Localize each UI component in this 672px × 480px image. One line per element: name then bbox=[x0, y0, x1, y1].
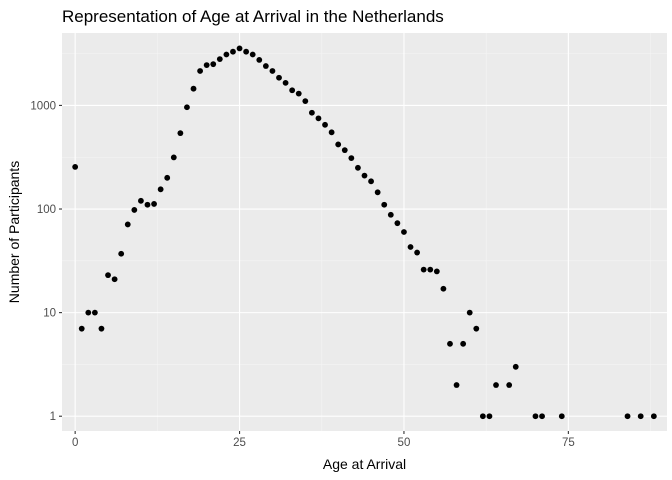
data-point bbox=[98, 325, 105, 332]
chart-title: Representation of Age at Arrival in the … bbox=[62, 7, 444, 26]
data-point bbox=[256, 56, 263, 63]
y-tick-label: 100 bbox=[37, 204, 56, 216]
data-point bbox=[433, 268, 440, 275]
data-point bbox=[203, 62, 210, 68]
data-point bbox=[401, 229, 407, 235]
data-point bbox=[466, 309, 473, 316]
data-point bbox=[453, 382, 460, 388]
x-tick-label: 50 bbox=[398, 437, 411, 449]
data-point bbox=[624, 413, 631, 420]
x-tick-label: 0 bbox=[72, 437, 78, 449]
data-point bbox=[335, 141, 342, 148]
data-point bbox=[164, 174, 171, 181]
major-gridlines bbox=[62, 33, 667, 431]
data-point bbox=[262, 63, 269, 69]
data-point bbox=[447, 340, 453, 347]
data-point bbox=[539, 413, 545, 420]
data-point bbox=[361, 172, 368, 179]
data-point bbox=[177, 130, 184, 137]
data-point bbox=[460, 340, 467, 347]
data-point bbox=[276, 74, 282, 81]
data-point bbox=[440, 285, 447, 292]
y-tick-label: 1000 bbox=[30, 100, 56, 112]
data-point bbox=[144, 201, 151, 208]
data-point bbox=[637, 413, 644, 420]
data-point bbox=[170, 154, 177, 161]
plot-panel bbox=[62, 33, 667, 431]
y-axis-label: Number of Participants bbox=[6, 161, 22, 303]
data-point bbox=[105, 272, 111, 279]
data-point bbox=[282, 79, 289, 86]
data-point bbox=[85, 309, 92, 316]
y-tick-label: 1 bbox=[50, 411, 56, 423]
data-point bbox=[322, 121, 328, 128]
data-point bbox=[387, 211, 394, 218]
data-point bbox=[479, 413, 486, 420]
data-point bbox=[289, 87, 296, 94]
data-point bbox=[295, 90, 302, 97]
x-tick-label: 75 bbox=[562, 437, 575, 449]
x-tick-label: 25 bbox=[233, 437, 246, 449]
data-point bbox=[249, 51, 256, 58]
data-point bbox=[243, 48, 250, 55]
data-point bbox=[493, 382, 499, 388]
data-point bbox=[407, 244, 414, 250]
data-point bbox=[420, 266, 427, 273]
data-point bbox=[355, 164, 361, 171]
data-point bbox=[650, 413, 657, 420]
data-point bbox=[368, 178, 374, 185]
data-point bbox=[414, 249, 421, 256]
data-point bbox=[190, 85, 197, 92]
data-point bbox=[302, 98, 309, 105]
data-point bbox=[72, 163, 79, 170]
data-point bbox=[374, 189, 381, 196]
data-point bbox=[308, 109, 315, 116]
data-points bbox=[72, 45, 657, 420]
data-point bbox=[394, 220, 401, 227]
data-point bbox=[532, 413, 539, 420]
data-point bbox=[78, 325, 85, 332]
data-point bbox=[124, 221, 131, 228]
data-point bbox=[381, 201, 388, 208]
data-point bbox=[315, 115, 322, 122]
data-point bbox=[348, 155, 355, 162]
data-point bbox=[236, 45, 243, 52]
data-point bbox=[473, 325, 480, 332]
data-point bbox=[230, 48, 236, 55]
data-point bbox=[131, 207, 138, 213]
y-tick-label: 10 bbox=[43, 308, 56, 320]
minor-gridlines bbox=[62, 33, 667, 431]
data-point bbox=[223, 51, 230, 58]
data-point bbox=[157, 186, 164, 193]
data-point bbox=[427, 266, 434, 273]
data-point bbox=[486, 413, 493, 420]
y-axis: 1 10 100 1000 bbox=[30, 100, 62, 423]
data-point bbox=[151, 201, 157, 207]
data-point bbox=[269, 68, 276, 74]
data-point bbox=[328, 129, 335, 136]
data-point bbox=[184, 104, 190, 111]
data-point bbox=[558, 413, 565, 420]
x-axis: 0 25 50 75 bbox=[72, 431, 575, 449]
data-point bbox=[512, 363, 519, 370]
data-point bbox=[91, 309, 98, 316]
data-point bbox=[111, 276, 118, 283]
data-point bbox=[138, 197, 144, 204]
data-point bbox=[210, 61, 217, 68]
x-axis-label: Age at Arrival bbox=[323, 456, 406, 472]
data-point bbox=[341, 147, 348, 154]
data-point bbox=[216, 56, 223, 62]
data-point bbox=[506, 382, 513, 388]
data-point bbox=[197, 68, 203, 74]
data-point bbox=[118, 250, 125, 257]
